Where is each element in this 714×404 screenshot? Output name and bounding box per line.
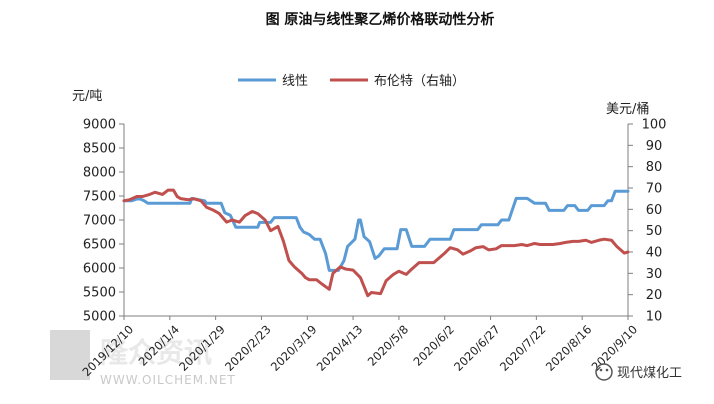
y-left-tick-label: 7000 — [83, 214, 116, 229]
x-tick-label: 2020/5/8 — [365, 322, 411, 368]
y-right-unit-label: 美元/桶 — [606, 102, 649, 117]
watermark: 隆众资讯 WWW.OILCHEM.NET — [50, 330, 236, 387]
x-tick-label: 2020/6/27 — [451, 322, 503, 374]
y-right-tick-label: 60 — [646, 203, 663, 218]
watermark-url-text: WWW.OILCHEM.NET — [100, 373, 236, 387]
x-tick-label: 2020/2/23 — [222, 322, 274, 374]
x-tick-label: 2020/7/22 — [497, 322, 549, 374]
y-right-tick-label: 50 — [646, 224, 663, 239]
y-left-axis: 5000 5500 6000 6500 7000 7500 8000 8500 9000 — [83, 118, 125, 325]
y-left-tick-label: 6000 — [83, 262, 116, 277]
y-left-tick-label: 8500 — [83, 142, 116, 157]
series-line-linear — [122, 189, 630, 272]
series-line-brent — [122, 188, 630, 298]
y-right-tick-label: 30 — [646, 267, 663, 282]
wechat-icon-dot — [599, 368, 603, 372]
watermark-brand-text: 隆众资讯 — [100, 336, 212, 369]
x-tick-label: 2020/6/2 — [411, 322, 457, 368]
wechat-badge: 现代煤化工 — [595, 363, 682, 381]
wechat-icon-dot-2 — [605, 368, 609, 372]
y-right-tick-label: 90 — [646, 139, 663, 154]
y-right-axis: 10 20 30 40 50 60 70 80 90 100 — [627, 118, 667, 325]
y-right-tick-label: 100 — [642, 118, 667, 133]
legend-label-linear: 线性 — [282, 74, 308, 89]
x-axis: 2019/12/10 2020/1/42020/1/292020/2/232020… — [79, 315, 640, 379]
y-left-tick-label: 8000 — [83, 166, 116, 181]
legend-label-brent: 布伦特（右轴） — [374, 74, 465, 89]
x-tick-label: 2020/3/19 — [268, 322, 320, 374]
wechat-icon — [595, 363, 613, 381]
chart-title: 图 原油与线性聚乙烯价格联动性分析 — [266, 11, 495, 28]
x-tick-label: 2020/8/16 — [543, 322, 595, 374]
y-left-tick-label: 6500 — [83, 238, 116, 253]
wechat-label: 现代煤化工 — [617, 366, 682, 381]
watermark-logo-block — [50, 330, 90, 380]
y-left-tick-label: 9000 — [83, 118, 116, 133]
y-left-unit-label: 元/吨 — [72, 89, 102, 104]
y-right-tick-label: 20 — [646, 288, 663, 303]
legend: 线性 布伦特（右轴） — [238, 74, 465, 89]
y-left-tick-label: 5500 — [83, 286, 116, 301]
y-right-tick-label: 40 — [646, 246, 663, 261]
x-tick-label: 2020/4/13 — [314, 322, 366, 374]
y-right-tick-label: 10 — [646, 310, 663, 325]
y-right-tick-label: 80 — [646, 160, 663, 175]
y-left-tick-label: 5000 — [83, 310, 116, 325]
y-left-tick-label: 7500 — [83, 190, 116, 205]
y-right-tick-label: 70 — [646, 182, 663, 197]
series-group — [122, 188, 630, 298]
